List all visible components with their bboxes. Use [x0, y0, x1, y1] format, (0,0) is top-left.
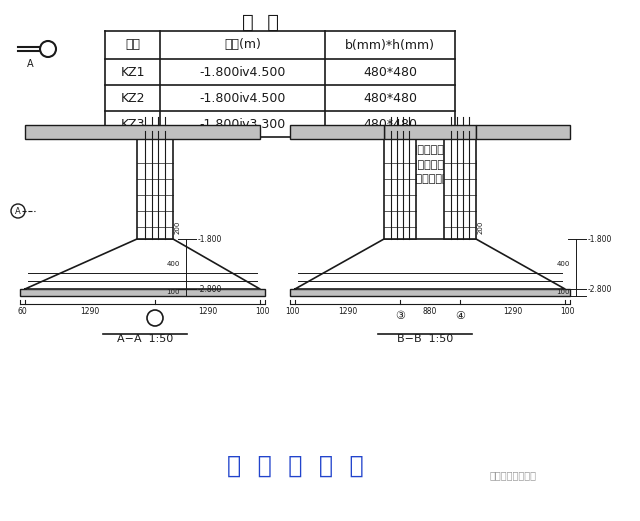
- Text: 480*480: 480*480: [363, 92, 417, 105]
- Bar: [137, 139, 173, 239]
- Text: b(mm)*h(mm): b(mm)*h(mm): [345, 39, 435, 52]
- Text: 100: 100: [560, 307, 575, 316]
- Bar: [476, 125, 570, 139]
- Bar: [384, 139, 416, 239]
- Text: 1. 梁顶柱高同板顶标高;: 1. 梁顶柱高同板顶标高;: [390, 144, 467, 154]
- Bar: [444, 139, 476, 239]
- Text: KZ2: KZ2: [120, 92, 145, 105]
- Text: 基  础  剪  面  图: 基 础 剪 面 图: [227, 454, 364, 478]
- Text: 说明:: 说明:: [390, 129, 409, 142]
- Text: 200: 200: [478, 220, 484, 234]
- Text: -1.800ⅳ3.300: -1.800ⅳ3.300: [200, 118, 285, 130]
- Polygon shape: [295, 239, 565, 289]
- Text: KZ3: KZ3: [120, 118, 145, 130]
- Text: 100: 100: [255, 307, 269, 316]
- Text: 100: 100: [557, 290, 570, 295]
- Text: 建筑工程鲁班联盟: 建筑工程鲁班联盟: [490, 470, 537, 480]
- Text: 2. 未标注定位尺寸的框架均: 2. 未标注定位尺寸的框架均: [390, 159, 477, 169]
- Bar: [20, 289, 265, 296]
- Bar: [384, 125, 476, 139]
- Bar: [25, 125, 260, 139]
- Text: 480*480: 480*480: [363, 66, 417, 79]
- Bar: [290, 125, 384, 139]
- Text: 柱  表: 柱 表: [241, 13, 278, 32]
- Polygon shape: [25, 239, 260, 289]
- Text: ③: ③: [395, 311, 405, 321]
- Text: 400: 400: [557, 261, 570, 267]
- Text: A: A: [27, 59, 33, 69]
- Text: 1290: 1290: [198, 307, 217, 316]
- Text: 1290: 1290: [503, 307, 522, 316]
- Text: A−A  1:50: A−A 1:50: [117, 334, 173, 344]
- Text: -1.800ⅳ4.500: -1.800ⅳ4.500: [199, 92, 285, 105]
- Text: 880: 880: [423, 307, 437, 316]
- Text: 沿轴线居中或有一边贴柱边.: 沿轴线居中或有一边贴柱边.: [390, 174, 473, 184]
- Text: 60: 60: [18, 307, 28, 316]
- Text: 400: 400: [166, 261, 180, 267]
- Text: -2.800: -2.800: [588, 284, 612, 293]
- Text: -1.800: -1.800: [198, 234, 222, 243]
- Bar: [290, 289, 570, 296]
- Text: 柱号: 柱号: [125, 39, 140, 52]
- Text: B−B  1:50: B−B 1:50: [397, 334, 453, 344]
- Text: 1290: 1290: [338, 307, 357, 316]
- Text: -1.800ⅳ4.500: -1.800ⅳ4.500: [199, 66, 285, 79]
- Text: A: A: [15, 206, 21, 216]
- Text: 1290: 1290: [81, 307, 100, 316]
- Text: 标高(m): 标高(m): [224, 39, 261, 52]
- Text: 100: 100: [285, 307, 300, 316]
- Bar: [105, 31, 455, 137]
- Text: 480*480: 480*480: [363, 118, 417, 130]
- Text: ④: ④: [455, 311, 465, 321]
- Text: -2.800: -2.800: [198, 284, 222, 293]
- Text: 200: 200: [175, 220, 181, 234]
- Text: KZ1: KZ1: [120, 66, 145, 79]
- Text: -1.800: -1.800: [588, 234, 612, 243]
- Text: 100: 100: [166, 290, 180, 295]
